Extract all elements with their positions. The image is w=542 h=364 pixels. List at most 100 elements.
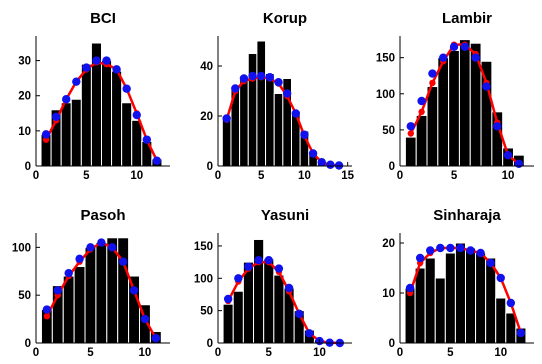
series-point — [42, 305, 52, 314]
series-point — [282, 89, 292, 98]
histogram-bar — [117, 237, 130, 344]
series-point — [493, 122, 502, 131]
series-point — [248, 71, 257, 81]
histogram-bar — [273, 274, 285, 344]
histogram-bar — [265, 73, 275, 167]
series-point — [265, 73, 275, 82]
x-tick-label: 5 — [451, 170, 458, 182]
y-tick-label: 150 — [194, 241, 213, 253]
x-tick-label: 5 — [447, 347, 454, 359]
series-point — [300, 130, 309, 139]
histogram-bar — [437, 57, 450, 167]
histogram-bar — [444, 252, 456, 344]
x-tick-label: 5 — [83, 170, 90, 182]
panel-title: Yasuni — [261, 207, 309, 224]
histogram-bar — [80, 63, 92, 167]
y-tick-label: 100 — [376, 89, 395, 101]
panel-title: Lambir — [442, 10, 492, 27]
x-tick-label: 0 — [215, 347, 221, 359]
histogram-bar — [485, 257, 497, 344]
y-tick-label: 100 — [12, 242, 31, 254]
series-point — [460, 42, 470, 52]
series-point — [129, 286, 139, 295]
histogram-bar — [415, 114, 428, 167]
x-tick-label: 5 — [258, 170, 265, 182]
y-tick-label: 10 — [18, 126, 31, 138]
tick-labels: 0 5 10 0 10 20 30 — [18, 56, 143, 182]
histogram-bar — [480, 60, 493, 167]
series-point — [254, 255, 263, 265]
series-point — [308, 149, 318, 158]
tick-labels: 0 5 10 0 10 20 — [382, 238, 507, 359]
y-tick-label: 0 — [207, 161, 213, 173]
plot-area — [399, 36, 534, 169]
series-point — [486, 258, 495, 268]
x-tick-label: 0 — [33, 170, 39, 182]
panel-sinharaja: Sinharaja 0 5 10 0 10 20 — [382, 207, 534, 359]
series-point — [506, 298, 516, 308]
series-point — [476, 248, 485, 258]
series-point — [102, 56, 111, 65]
x-tick-label: 10 — [502, 170, 515, 182]
histogram-bar — [424, 257, 436, 344]
series-point — [482, 82, 491, 91]
y-tick-label: 150 — [376, 53, 395, 65]
histogram-bar — [239, 75, 249, 167]
series-point — [97, 238, 106, 247]
histogram-bar — [253, 238, 265, 344]
series-point — [417, 96, 426, 106]
histogram-bar — [232, 290, 244, 344]
histogram-bar — [273, 93, 284, 167]
histogram-bar — [475, 252, 487, 344]
plot-area — [399, 233, 534, 344]
series-point — [118, 257, 128, 266]
histogram-bar — [222, 303, 234, 344]
series-point — [406, 122, 416, 131]
series-point — [496, 273, 505, 283]
x-tick-label: 10 — [494, 347, 507, 359]
series-point — [43, 313, 51, 320]
histogram-bar — [454, 242, 466, 344]
histogram-bar — [60, 102, 72, 167]
series-point — [151, 334, 161, 343]
y-tick-label: 0 — [207, 338, 213, 350]
series-point — [64, 268, 73, 278]
histogram-bar — [263, 258, 275, 344]
y-tick-label: 0 — [25, 338, 31, 350]
series-point — [317, 158, 326, 167]
series-point — [516, 328, 526, 338]
panel-korup: Korup 0 5 10 15 0 20 40 — [200, 10, 354, 182]
y-tick-label: 100 — [194, 273, 213, 285]
series-point — [429, 79, 436, 87]
series-point — [222, 114, 231, 123]
series-point — [466, 246, 475, 255]
x-tick-label: 0 — [397, 170, 403, 182]
histogram-bar — [404, 287, 416, 344]
series-point — [449, 42, 459, 52]
plot-area — [35, 36, 170, 167]
y-tick-label: 40 — [200, 61, 213, 73]
x-tick-label: 10 — [139, 347, 152, 359]
series-point — [223, 294, 233, 304]
y-tick-label: 20 — [382, 238, 395, 250]
y-tick-label: 50 — [382, 125, 395, 137]
series-point — [405, 283, 415, 293]
panel-title: Pasoh — [80, 207, 125, 224]
histogram-bar — [62, 275, 75, 344]
panel-title: Sinharaja — [433, 207, 501, 224]
series-point — [72, 77, 81, 86]
series-point — [326, 160, 335, 169]
histogram-bar — [458, 39, 471, 167]
series-point — [231, 84, 240, 93]
x-tick-label: 5 — [266, 347, 273, 359]
plot-area — [35, 233, 170, 344]
y-tick-label: 20 — [200, 111, 213, 123]
series-point — [92, 56, 101, 65]
y-tick-label: 0 — [389, 161, 395, 173]
plot-area — [217, 36, 352, 170]
